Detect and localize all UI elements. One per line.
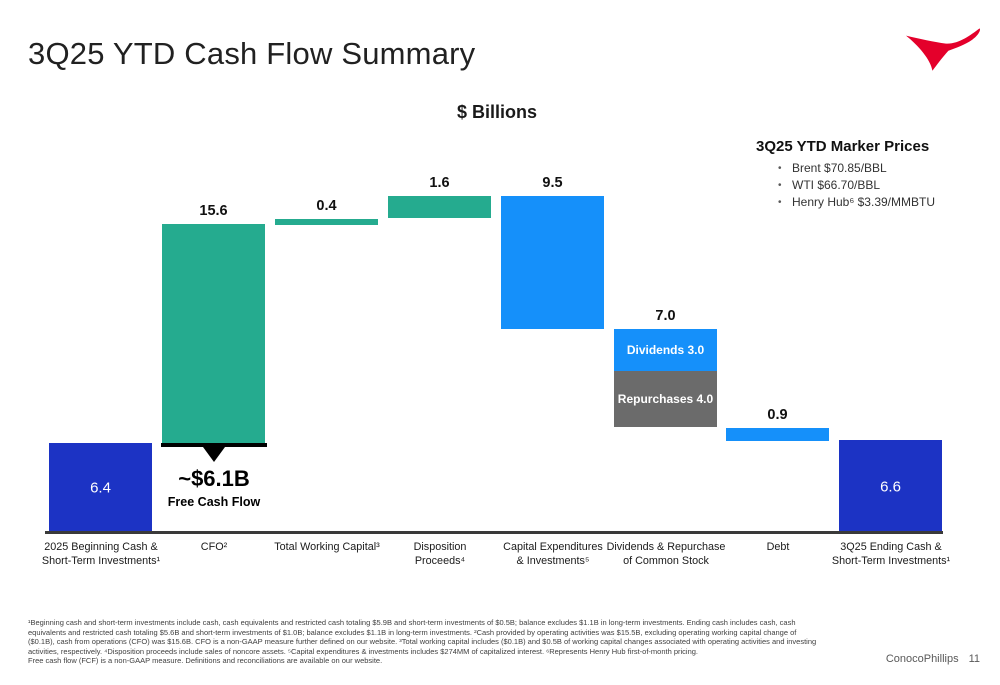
bar-value-label: 9.5	[542, 175, 563, 191]
bar-value-label: 15.6	[199, 203, 228, 219]
waterfall-bar-disposition-proceeds	[388, 196, 491, 218]
bar-value-label: 7.0	[655, 308, 676, 324]
waterfall-bar-dividends-repurchase: Dividends 3.0 Repurchases 4.0	[614, 329, 717, 427]
fcf-bracket-line	[161, 443, 267, 447]
bar-value-inside: 6.6	[880, 478, 901, 495]
bar-segment-dividends-repurchase-0: Dividends 3.0	[614, 329, 717, 371]
chart-title: $ Billions	[456, 102, 537, 122]
waterfall-bar-capex-investments	[501, 196, 604, 329]
segment-label: Dividends 3.0	[626, 343, 705, 357]
bullet-icon: •	[778, 163, 782, 174]
x-axis-label-disposition-proceeds: Disposition Proceeds⁴	[413, 541, 467, 567]
waterfall-bar-working-capital	[275, 219, 378, 225]
bullet-icon: •	[778, 180, 782, 191]
fcf-value-label: ~$6.1B	[178, 466, 250, 491]
marker-prices-list: • Brent $70.85/BBL • WTI $66.70/BBL • Henry H…	[756, 160, 992, 211]
footer-brand: ConocoPhillips	[885, 653, 959, 665]
footnote-line: ($0.1B), cash from operations (CFO) was …	[28, 637, 817, 647]
marker-prices-heading: 3Q25 YTD Marker Prices	[756, 138, 930, 155]
bar-segment-dividends-repurchase-1: Repurchases 4.0	[614, 371, 717, 427]
fcf-arrow-down-icon	[203, 447, 225, 462]
x-axis-label-ending-cash: 3Q25 Ending Cash & Short-Term Investment…	[831, 541, 951, 567]
footnotes: ¹Beginning cash and short-term investmen…	[28, 618, 978, 666]
x-axis-label-beginning-cash: 2025 Beginning Cash & Short-Term Investm…	[41, 541, 161, 567]
x-axis-label-cfo: CFO²	[200, 541, 228, 553]
marker-prices-panel: 3Q25 YTD Marker Prices • Brent $70.85/BBL…	[756, 138, 992, 211]
marker-price-text: WTI $66.70/BBL	[792, 178, 881, 192]
page-title: 3Q25 YTD Cash Flow Summary	[28, 36, 476, 71]
segment-label: Repurchases 4.0	[617, 392, 714, 406]
footnote-line: Free cash flow (FCF) is a non-GAAP measu…	[28, 656, 383, 666]
marker-price-item: • Henry Hub⁶ $3.39/MMBTU	[756, 194, 992, 211]
footnote-line: ¹Beginning cash and short-term investmen…	[28, 618, 796, 627]
bar-value-label: 1.6	[429, 175, 450, 191]
x-axis-label-debt: Debt	[766, 541, 790, 553]
waterfall-bar-debt	[726, 428, 829, 441]
x-axis-label-capex-investments: Capital Expenditures & Investments⁵	[503, 541, 603, 567]
conocophillips-logo-icon	[906, 28, 981, 71]
footnote-line: activities, respectively. ⁴Disposition p…	[28, 646, 699, 656]
waterfall-bar-cfo	[162, 224, 265, 443]
marker-price-text: Henry Hub⁶ $3.39/MMBTU	[792, 195, 935, 209]
marker-price-item: • Brent $70.85/BBL	[756, 160, 992, 177]
waterfall-bar-ending-cash: 6.6	[839, 440, 942, 533]
x-axis-line	[45, 531, 943, 534]
bar-value-label: 0.9	[767, 407, 788, 423]
marker-price-item: • WTI $66.70/BBL	[756, 177, 992, 194]
bar-value-label: 0.4	[316, 198, 337, 214]
bullet-icon: •	[778, 197, 782, 208]
slide-footer: ConocoPhillips 11	[840, 653, 980, 665]
fcf-caption-label: Free Cash Flow	[167, 495, 261, 509]
footnote-line: equivalents and restricted cash totaling…	[28, 627, 797, 637]
x-axis-label-dividends-repurchase: Dividends & Repurchase of Common Stock	[606, 541, 726, 567]
waterfall-bar-beginning-cash: 6.4	[49, 443, 152, 533]
marker-price-text: Brent $70.85/BBL	[792, 161, 887, 175]
footer-page-number: 11	[968, 653, 980, 665]
bar-value-inside: 6.4	[90, 479, 111, 497]
x-axis-label-working-capital: Total Working Capital³	[274, 541, 380, 553]
